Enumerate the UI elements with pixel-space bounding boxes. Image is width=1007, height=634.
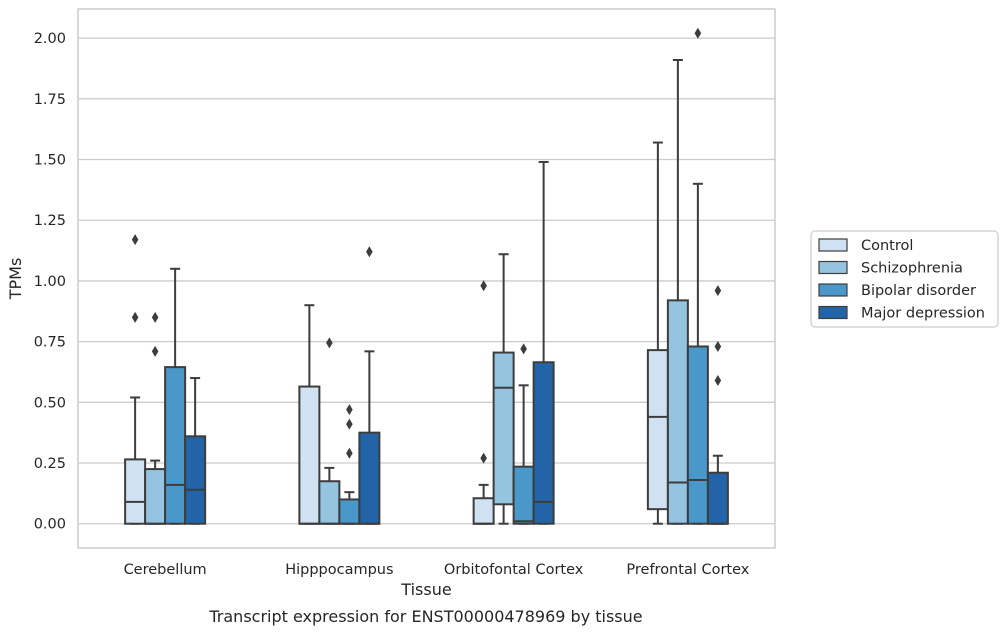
box-iqr [532,361,555,525]
y-axis-ticks: 0.00 0.25 0.50 0.75 1.00 1.25 1.50 1.75 2.00 [34,31,66,533]
box-iqr [318,480,341,525]
outlier-point [480,280,487,292]
y-tick-label: 1.25 [34,213,66,229]
box-iqr [338,498,361,525]
box-iqr [646,349,669,511]
legend: Control Schizophrenia Bipolar disorder Majo… [810,230,999,328]
outlier-point [480,452,487,464]
outlier-point [694,27,702,39]
y-tick-label: 0.75 [34,335,66,351]
y-tick-label: 1.50 [34,153,66,169]
box-bipolar-disorder [686,27,709,525]
outlier-point [346,418,353,430]
box-iqr [164,366,187,525]
box-bipolar-disorder [164,267,187,525]
box-iqr [298,385,321,525]
legend-swatch [818,260,848,275]
y-tick-label: 2.00 [34,31,66,47]
outlier-point [326,337,333,349]
legend-swatch [818,283,848,297]
y-axis-label: TPMs [6,258,25,301]
box-iqr [184,435,207,525]
box-major-depression [358,246,381,525]
legend-label: Major depression [861,306,985,322]
outlier-point [714,285,722,297]
legend-swatch [818,238,848,252]
outlier-point [151,311,159,323]
box-iqr [472,497,495,525]
legend-label: Control [861,238,913,254]
x-tick-label: Cerebellum [124,562,207,578]
y-tick-label: 1.00 [34,274,66,290]
x-axis-label: Tissue [400,580,451,599]
box-bipolar-disorder [338,404,361,525]
legend-swatch [818,305,848,320]
legend-frame [810,230,999,328]
outlier-point [151,345,159,357]
outlier-point [714,374,722,386]
y-tick-label: 1.75 [34,92,66,108]
outlier-point [346,404,353,416]
outlier-point [366,246,373,258]
legend-label: Bipolar disorder [861,283,976,299]
box-schizophrenia [492,253,515,525]
box-iqr [686,345,709,525]
y-tick-label: 0.00 [34,517,66,533]
box-control [646,141,669,525]
x-tick-label: Hipppocampus [285,562,393,578]
box-iqr [666,299,689,525]
box-major-depression [532,160,555,525]
y-tick-label: 0.50 [34,395,66,411]
box-iqr [706,471,729,525]
x-tick-label: Orbitofontal Cortex [444,562,584,578]
box-iqr [124,458,147,525]
box-plot-area [124,27,729,525]
y-tick-label: 0.25 [34,456,66,472]
box-major-depression [706,285,729,525]
outlier-point [520,343,527,355]
outlier-point [131,311,139,323]
outlier-point [131,234,139,246]
figure-caption: Transcript expression for ENST0000047896… [208,607,642,626]
box-control [472,280,495,525]
box-control [298,304,321,525]
box-schizophrenia [666,58,689,525]
x-tick-label: Prefrontal Cortex [626,562,749,578]
box-iqr [144,468,167,525]
box-schizophrenia [318,337,341,525]
box-schizophrenia [144,311,167,525]
x-axis-ticks: Cerebellum Hipppocampus Orbitofontal Corte… [124,562,750,578]
legend-label: Schizophrenia [861,261,963,277]
box-iqr [512,465,535,525]
plot-frame [77,8,776,549]
outlier-point [346,447,353,459]
box-iqr [358,431,381,525]
box-iqr [492,351,515,506]
outlier-point [714,340,722,352]
box-bipolar-disorder [512,343,535,525]
box-control [124,234,147,525]
box-major-depression [184,377,207,525]
